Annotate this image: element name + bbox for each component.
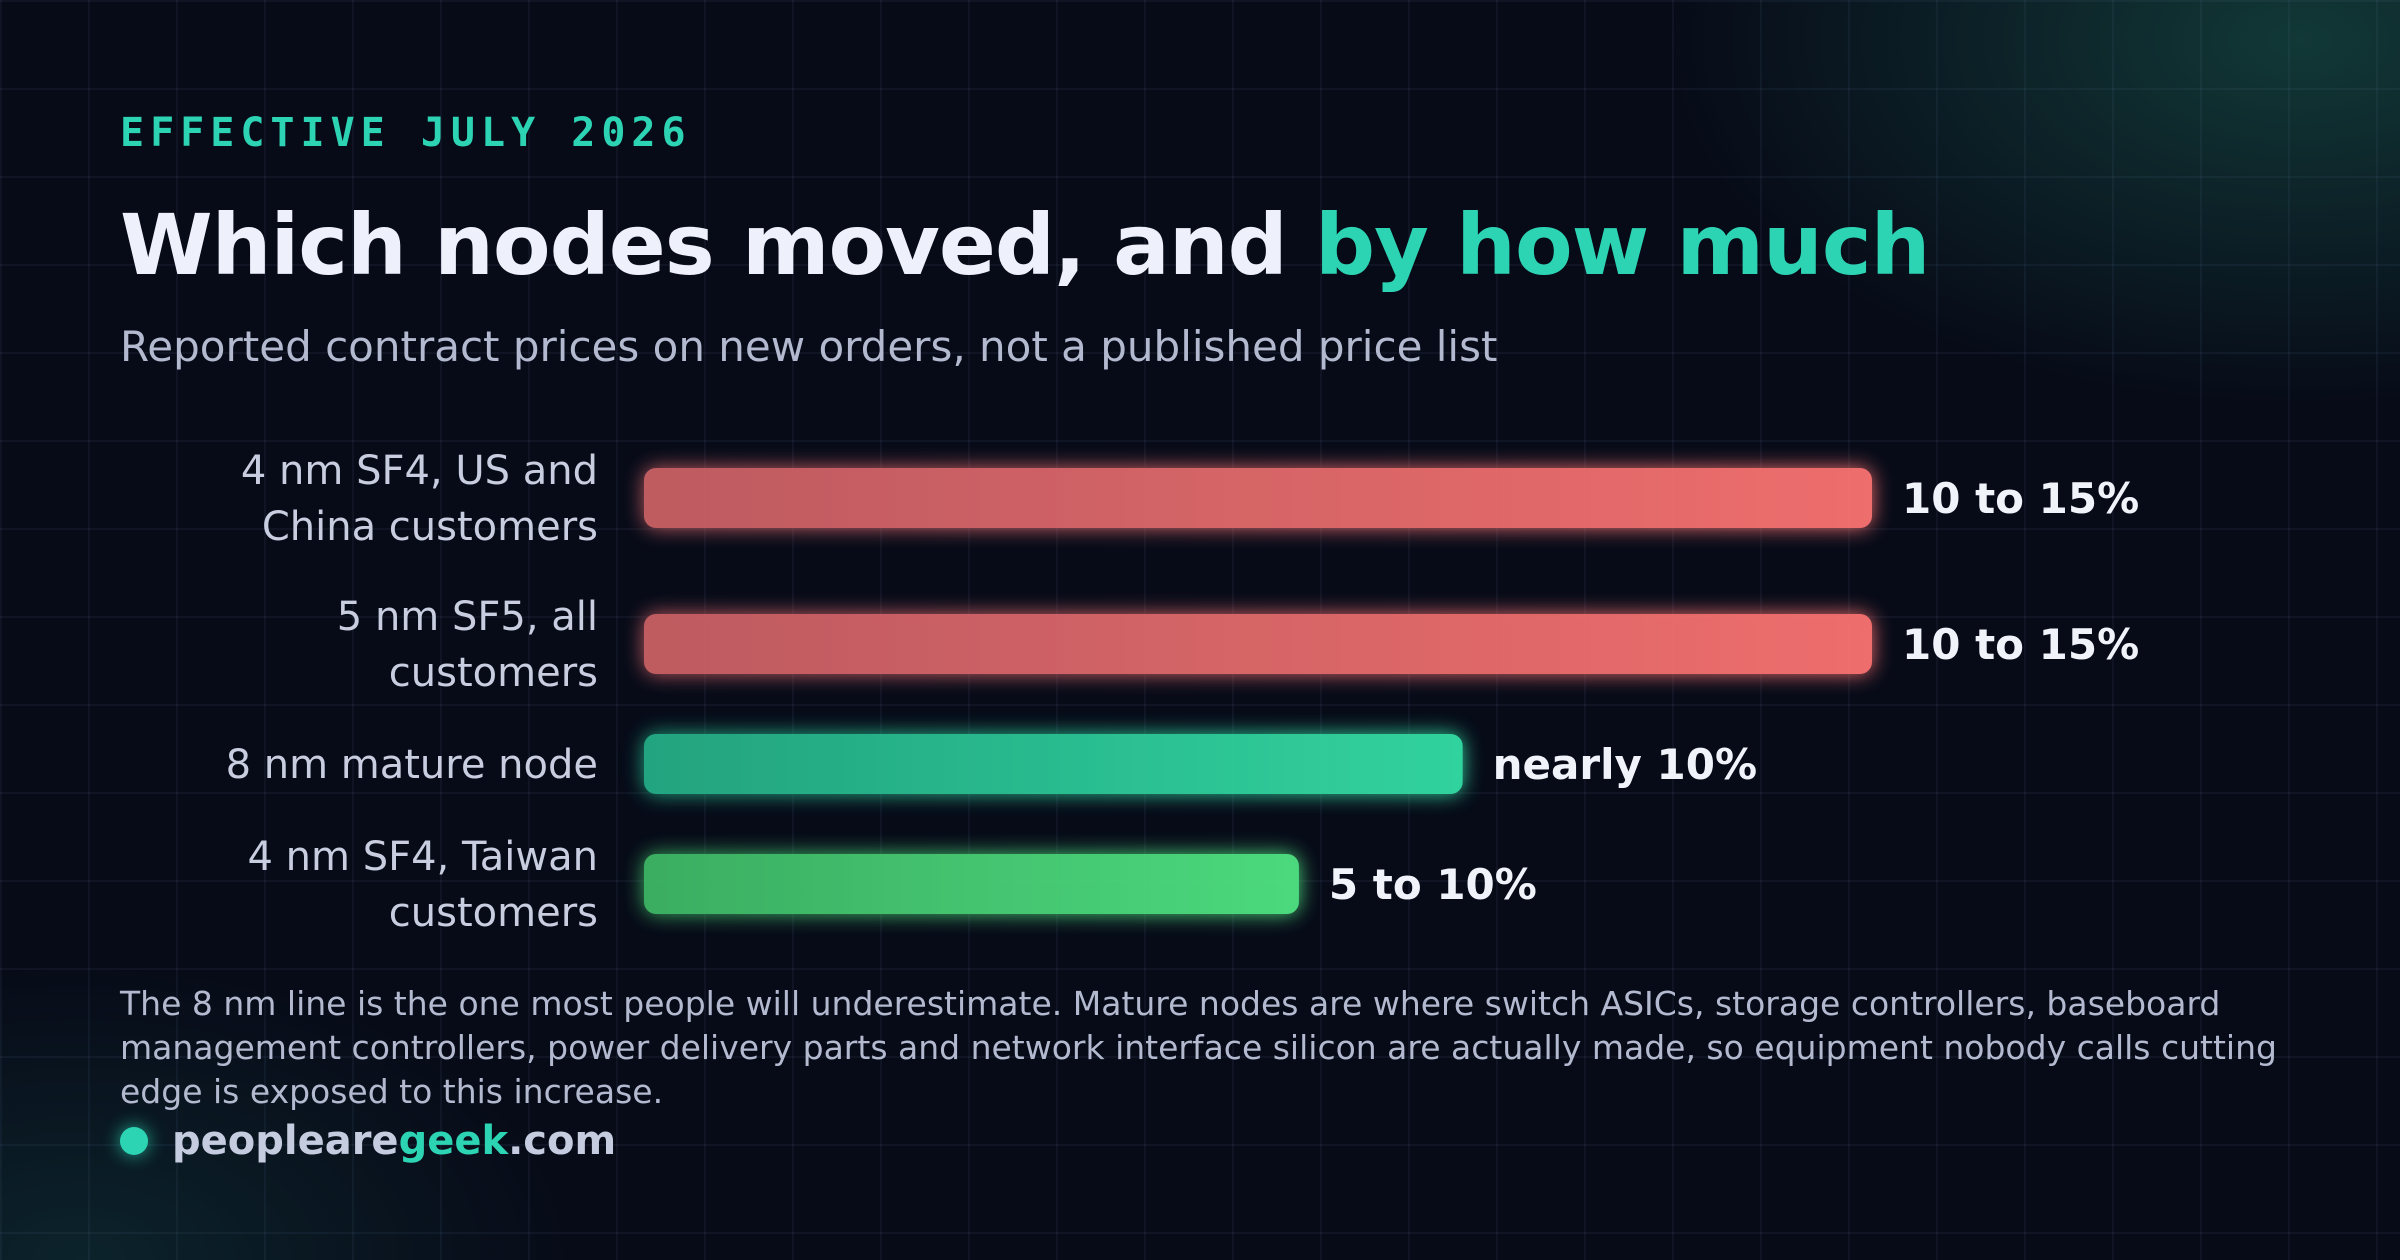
kicker: EFFECTIVE JULY 2026	[120, 110, 692, 156]
page-title: Which nodes moved, and by how much	[120, 196, 1930, 294]
brand-part-3: .com	[508, 1118, 617, 1164]
brand-part-2: geek	[398, 1118, 509, 1164]
bar-2	[644, 734, 1463, 794]
bar-3	[644, 854, 1299, 914]
category-label-2: 8 nm mature node	[226, 742, 598, 788]
category-label-line: 4 nm SF4, US and	[241, 448, 598, 494]
brand-part-1: peopleare	[172, 1118, 399, 1164]
bar-value-label-0: 10 to 15%	[1902, 474, 2139, 523]
brand-link[interactable]: peoplearegeek.com	[172, 1118, 616, 1164]
title-accent: by how much	[1315, 196, 1930, 294]
bar-0	[644, 468, 1872, 528]
subtitle: Reported contract prices on new orders, …	[120, 322, 1498, 371]
category-label-line: 4 nm SF4, Taiwan	[248, 834, 599, 880]
category-label-0: 4 nm SF4, US and China customers	[241, 448, 598, 550]
category-label-line: 8 nm mature node	[226, 742, 598, 788]
bar-value-label-1: 10 to 15%	[1902, 620, 2139, 669]
bar-value-label-2: nearly 10%	[1493, 740, 1757, 789]
brand-dot-icon	[120, 1127, 148, 1155]
brand: peoplearegeek.com	[120, 1118, 616, 1164]
category-label-1: 5 nm SF5, all customers	[337, 594, 598, 696]
bar-1	[644, 614, 1872, 674]
category-label-3: 4 nm SF4, Taiwan customers	[248, 834, 599, 936]
category-label-line: 5 nm SF5, all	[337, 594, 598, 640]
title-lead: Which nodes moved, and	[120, 196, 1316, 294]
bar-value-label-3: 5 to 10%	[1329, 860, 1537, 909]
category-label-line: customers	[389, 650, 598, 696]
category-label-line: customers	[389, 890, 598, 936]
category-label-line: China customers	[262, 504, 598, 550]
footnote: The 8 nm line is the one most people wil…	[120, 984, 2277, 1111]
